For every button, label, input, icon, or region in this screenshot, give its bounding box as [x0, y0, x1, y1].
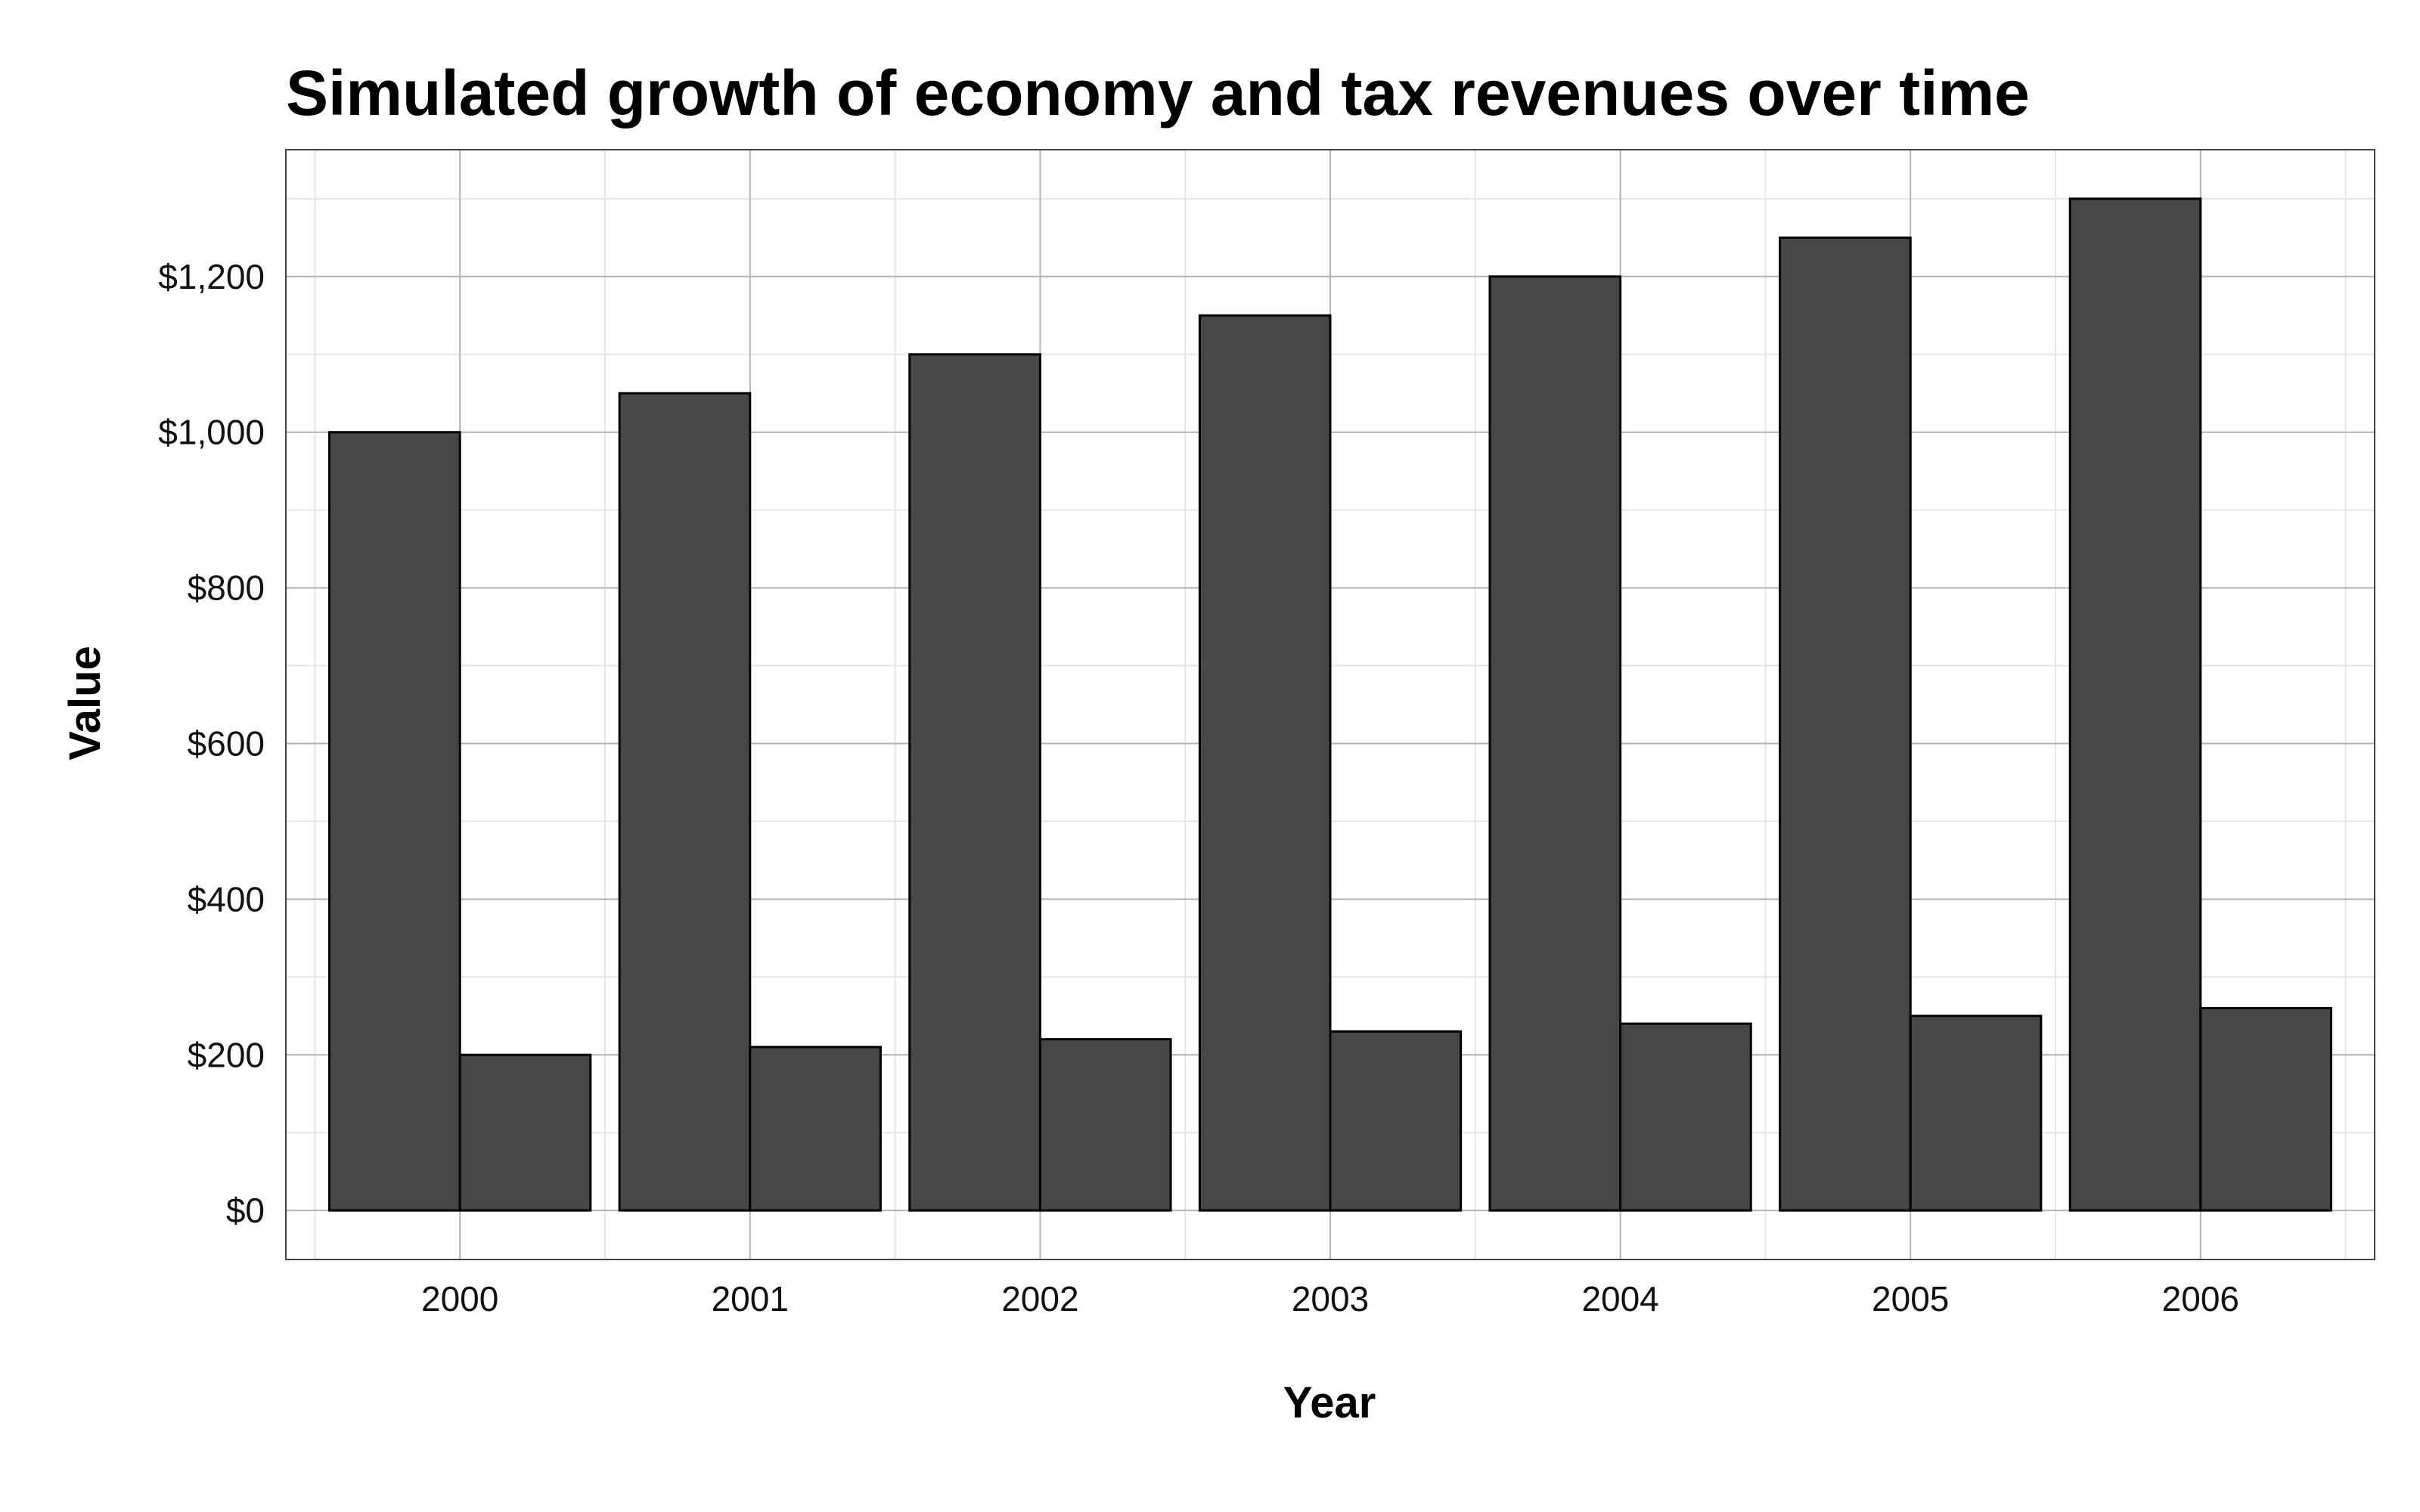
y-axis-title: Value [60, 646, 110, 761]
bar-2001-series-2 [749, 1046, 882, 1212]
plot-panel-border [285, 149, 2375, 1260]
y-tick-label: $800 [188, 569, 265, 608]
x-tick-label: 2003 [1292, 1279, 1369, 1318]
bar-2006-series-2 [2199, 1006, 2332, 1212]
y-tick-label: $1,200 [158, 257, 265, 296]
y-axis-ticks: $0 $200 $400 $600 $800 $1,000 $1,200 [158, 257, 265, 1230]
bars [328, 197, 2332, 1212]
x-tick-label: 2000 [421, 1279, 498, 1318]
x-axis-title: Year [1283, 1378, 1376, 1427]
x-tick-label: 2004 [1581, 1279, 1658, 1318]
y-tick-label: $200 [188, 1035, 265, 1074]
x-tick-label: 2005 [1872, 1279, 1949, 1318]
bar-2004-series-2 [1619, 1022, 1752, 1212]
y-tick-label: $0 [226, 1191, 265, 1230]
y-tick-label: $400 [188, 879, 265, 919]
y-tick-label: $1,000 [158, 413, 265, 452]
x-tick-label: 2001 [712, 1279, 789, 1318]
x-axis-ticks: 2000 2001 2002 2003 2004 2005 2006 [421, 1279, 2239, 1318]
bar-2000-series-1 [328, 431, 461, 1212]
bar-2004-series-1 [1488, 275, 1622, 1212]
bar-2006-series-1 [2068, 197, 2202, 1212]
chart-title: Simulated growth of economy and tax reve… [286, 57, 2030, 129]
bar-2003-series-2 [1329, 1030, 1463, 1212]
bar-2003-series-1 [1198, 314, 1332, 1212]
bar-2005-series-1 [1779, 236, 1912, 1212]
bar-2005-series-2 [1909, 1015, 2043, 1212]
bar-2000-series-2 [458, 1053, 592, 1212]
bar-2001-series-1 [618, 392, 752, 1212]
bar-2002-series-1 [908, 353, 1041, 1212]
x-tick-label: 2002 [1001, 1279, 1078, 1318]
x-tick-label: 2006 [2162, 1279, 2239, 1318]
y-tick-label: $600 [188, 723, 265, 763]
bar-2002-series-2 [1038, 1038, 1172, 1212]
